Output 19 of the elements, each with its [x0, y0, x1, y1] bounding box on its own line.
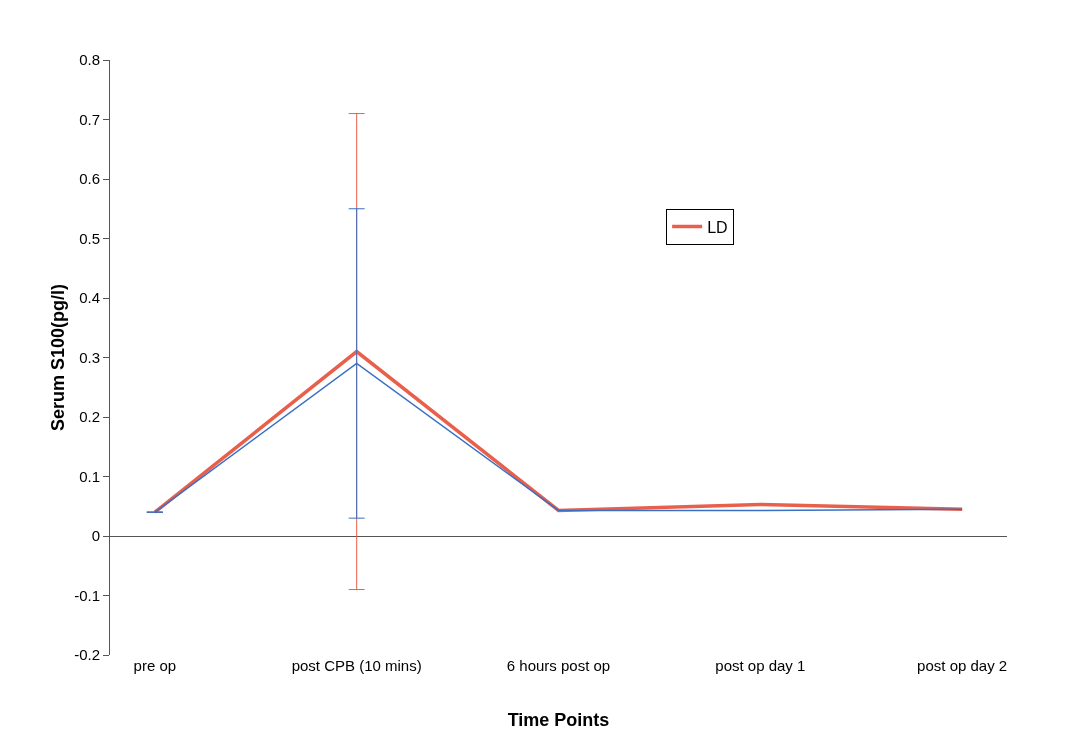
- x-tick-label: 6 hours post op: [506, 657, 611, 674]
- x-tick-label: post op day 1: [715, 657, 806, 674]
- x-tick-label: pre op: [133, 657, 177, 674]
- legend-label: LD: [707, 218, 728, 236]
- y-tick-label: 0.6: [79, 170, 100, 188]
- y-tick-label: 0.2: [79, 408, 100, 426]
- y-tick-label: 0: [91, 527, 100, 545]
- x-tick-label: post CPB (10 mins): [291, 657, 422, 674]
- x-tick-label: post op day 2: [917, 657, 1008, 674]
- y-axis-title: Serum S100(pg/l): [48, 283, 68, 432]
- y-tick-label: 0.5: [79, 229, 100, 247]
- y-tick-label: 0.3: [79, 348, 100, 366]
- y-tick-label: 0.8: [79, 51, 100, 69]
- y-tick-label: 0.1: [79, 467, 100, 485]
- y-tick-label: 0.4: [79, 289, 100, 307]
- y-tick-label: 0.7: [79, 110, 100, 128]
- y-tick-label: -0.1: [74, 586, 100, 604]
- y-tick-label: -0.2: [74, 646, 100, 664]
- x-axis-title: Time Points: [507, 710, 610, 731]
